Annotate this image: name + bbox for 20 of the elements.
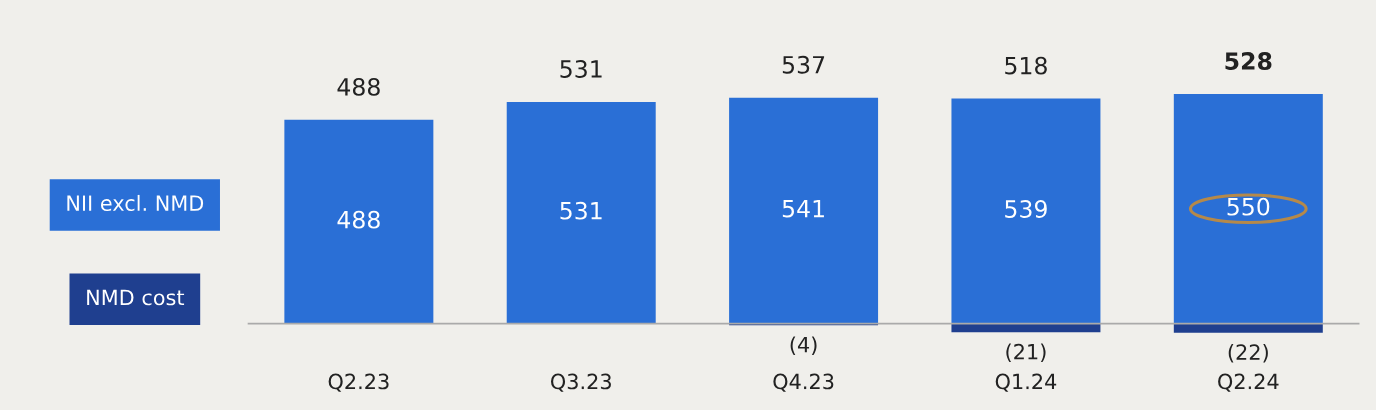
data-label: 531 — [560, 201, 602, 220]
text: NII excl. NMD — [67, 194, 204, 212]
data-label: 488 — [337, 210, 380, 229]
x-tick-label: Q3.23 — [551, 373, 611, 392]
text: NMD cost — [87, 289, 185, 306]
data-label: (22) — [1228, 343, 1268, 363]
data-label: 550 — [1227, 197, 1270, 216]
total-label: 537 — [782, 55, 825, 74]
x-tick-label: Q2.23 — [328, 373, 389, 392]
x-tick-label: Q4.23 — [773, 373, 834, 392]
total-label: 518 — [1005, 56, 1047, 75]
total-label: 528 — [1225, 52, 1272, 70]
total-label: 531 — [560, 60, 602, 78]
data-label: 541 — [782, 199, 824, 218]
data-label: (4) — [790, 336, 817, 355]
data-label: 539 — [1005, 200, 1047, 218]
x-tick-label: Q1.24 — [995, 373, 1057, 392]
x-tick-label: Q2.24 — [1218, 373, 1279, 392]
total-label: 488 — [337, 77, 380, 96]
data-label: (21) — [1006, 343, 1046, 363]
